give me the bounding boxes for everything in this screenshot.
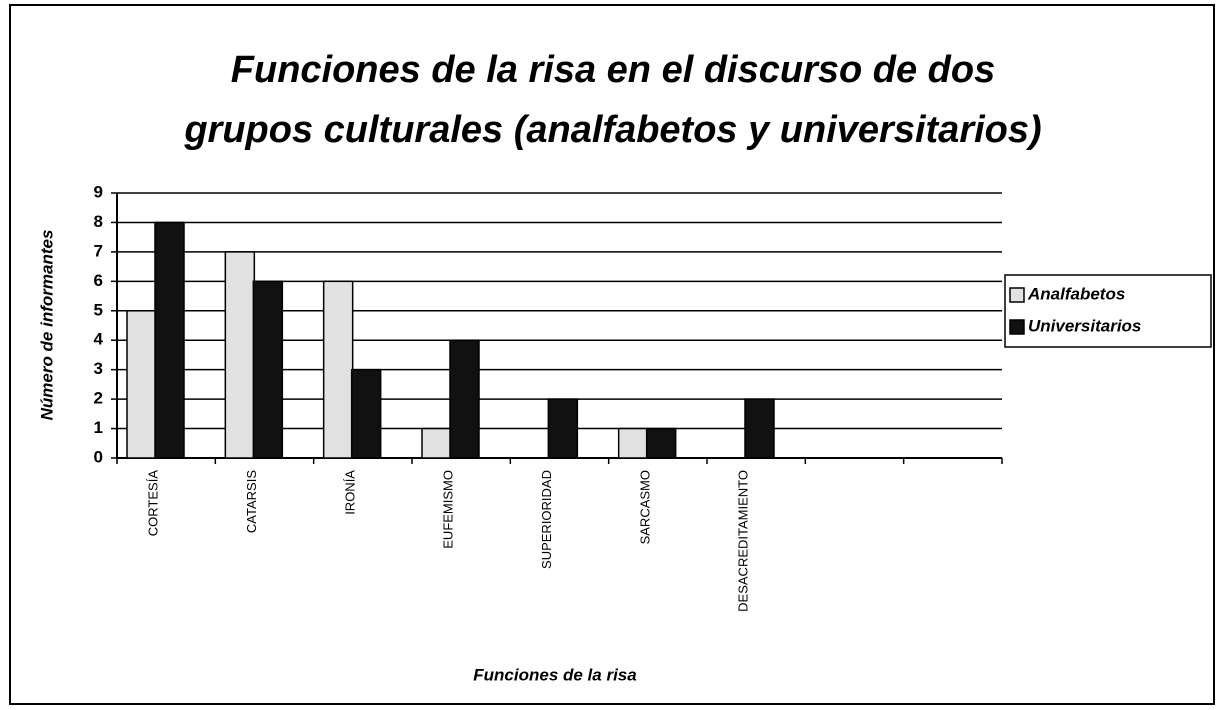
x-tick-label: EUFEMISMO <box>441 470 456 549</box>
y-tick-label: 2 <box>94 389 103 408</box>
y-axis-title: Número de informantes <box>37 230 56 421</box>
bar <box>154 221 185 459</box>
bar <box>617 427 649 459</box>
bar <box>252 280 284 459</box>
y-tick-label: 1 <box>94 418 103 437</box>
bar <box>350 368 382 459</box>
y-tick-label: 4 <box>94 330 104 349</box>
y-tick-label: 0 <box>94 447 103 466</box>
bar <box>421 427 452 459</box>
legend-label: Analfabetos <box>1027 284 1125 303</box>
chart-border <box>9 4 1215 705</box>
y-tick-label: 7 <box>94 241 103 260</box>
bar <box>744 398 775 459</box>
bar <box>322 280 354 459</box>
bar <box>547 398 579 459</box>
bar <box>449 339 480 459</box>
y-tick-label: 3 <box>94 359 103 378</box>
y-tick-label: 8 <box>94 212 103 231</box>
x-axis-title: Funciones de la risa <box>473 665 636 684</box>
y-tick-label: 5 <box>94 300 103 319</box>
chart-title: grupos culturales (analfabetos y univers… <box>183 109 1041 151</box>
x-tick-label: DESACREDITAMIENTO <box>736 470 751 612</box>
y-tick-label: 9 <box>94 182 103 201</box>
x-tick-label: CORTESÍA <box>146 470 161 537</box>
bar <box>126 310 157 459</box>
bar <box>645 427 677 459</box>
legend-box <box>1004 274 1212 348</box>
x-tick-label: SUPERIORIDAD <box>539 470 554 569</box>
bar <box>224 251 256 459</box>
legend-swatch <box>1009 287 1025 303</box>
chart-title: Funciones de la risa en el discurso de d… <box>231 49 995 91</box>
x-tick-label: IRONÍA <box>342 470 357 515</box>
legend-swatch <box>1009 319 1025 335</box>
x-tick-label: SARCASMO <box>637 470 652 544</box>
y-tick-label: 6 <box>94 271 103 290</box>
x-tick-label: CATARSIS <box>244 470 259 533</box>
legend-label: Universitarios <box>1028 316 1141 335</box>
